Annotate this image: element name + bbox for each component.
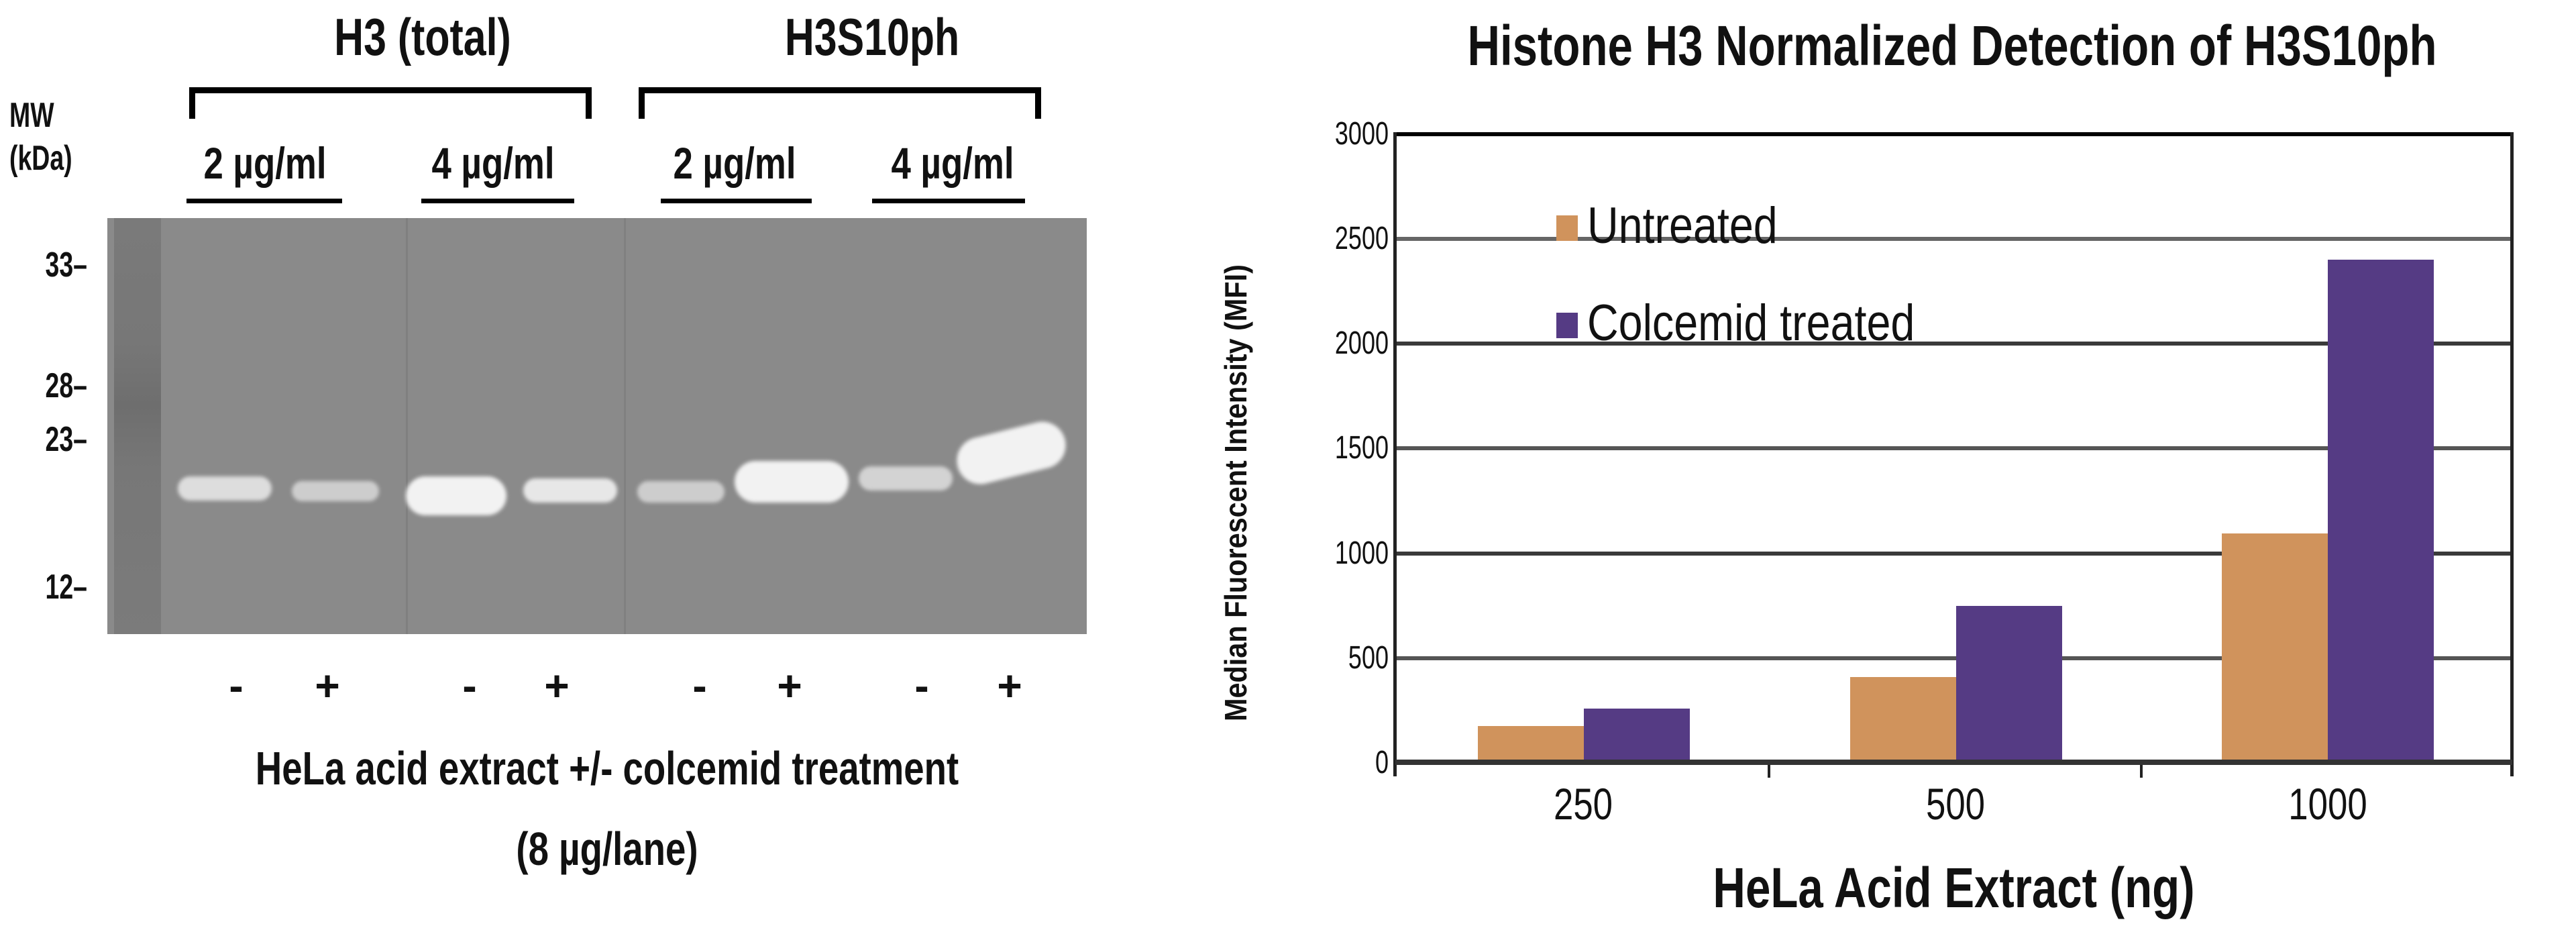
- x-tick-label: 250: [1553, 779, 1613, 829]
- legend-label: Untreated: [1587, 197, 1778, 254]
- mw-marker-label: 28: [45, 366, 74, 405]
- y-tick-label: 500: [1348, 640, 1389, 676]
- mw-marker-label: 12: [45, 568, 74, 607]
- bar-untreated-500: [1850, 677, 1956, 763]
- group-title-h3s10ph: H3S10ph: [784, 7, 960, 66]
- chart-title: Histone H3 Normalized Detection of H3S10…: [1467, 14, 2437, 77]
- bar-untreated-1000: [2222, 533, 2328, 763]
- mw-marker-33: 33–: [45, 246, 87, 285]
- gridline-1500: [1395, 446, 2512, 450]
- conc-underline: [661, 199, 812, 203]
- legend-swatch-colcemid: [1556, 313, 1578, 338]
- x-tick-mark: [1768, 763, 1770, 778]
- bar-colcemid-250: [1584, 709, 1690, 763]
- x-axis-line: [1395, 760, 2512, 765]
- group-title-h3-total: H3 (total): [334, 7, 511, 66]
- x-tick-label: 500: [1925, 779, 1986, 829]
- gel-caption-line1: HeLa acid extract +/- colcemid treatment: [255, 742, 959, 794]
- conc-label: 4 µg/ml: [891, 138, 1014, 188]
- bracket-h3s10ph: [639, 87, 1041, 119]
- conc-label: 2 µg/ml: [203, 138, 327, 188]
- mw-marker-label: 33: [45, 246, 74, 285]
- bar-colcemid-500: [1956, 606, 2062, 763]
- y-tick-label: 1000: [1334, 535, 1389, 571]
- legend-item-colcemid: Colcemid treated: [1556, 292, 1973, 359]
- bracket-h3-total: [189, 87, 592, 119]
- bar-colcemid-1000: [2328, 260, 2434, 763]
- y-tick-label: 2500: [1334, 221, 1389, 256]
- lane-sign: +: [777, 662, 802, 710]
- conc-underline: [421, 199, 574, 203]
- mw-ladder-lane: [114, 218, 161, 634]
- band-lane-7: [859, 466, 953, 491]
- y-tick-label: 3000: [1334, 116, 1389, 152]
- x-tick-label: 1000: [2288, 779, 2367, 829]
- lane-sign: -: [914, 662, 929, 710]
- conc-underline: [186, 199, 342, 203]
- gel-caption-line2: (8 µg/lane): [516, 823, 698, 875]
- conc-underline: [872, 199, 1025, 203]
- y-axis-line: [1393, 132, 1397, 776]
- mw-marker-23: 23–: [45, 420, 87, 459]
- x-axis-label: HeLa Acid Extract (ng): [1713, 856, 2195, 919]
- y-tick-label: 1500: [1334, 430, 1389, 466]
- lane-sign: -: [229, 662, 244, 710]
- legend: Untreated Colcemid treated: [1556, 195, 1973, 359]
- gridline-500: [1395, 656, 2512, 660]
- x-tick-mark: [2140, 763, 2143, 778]
- lane-sign: +: [997, 662, 1022, 710]
- legend-label: Colcemid treated: [1587, 294, 1915, 352]
- gridline-1000: [1395, 552, 2512, 556]
- legend-swatch-untreated: [1556, 215, 1578, 241]
- lane-sign: -: [462, 662, 477, 710]
- gel-seam: [406, 218, 408, 634]
- mw-label-line2: (kDa): [9, 139, 72, 178]
- lane-sign: -: [692, 662, 707, 710]
- y-axis-label: Median Fluorescent Intensity (MFI): [1218, 264, 1253, 721]
- mw-marker-28: 28–: [45, 366, 87, 405]
- gridline-2000: [1395, 342, 2512, 346]
- band-lane-3: [406, 476, 506, 515]
- legend-item-untreated: Untreated: [1556, 195, 1973, 262]
- band-lane-2: [292, 481, 379, 501]
- mw-marker-label: 23: [45, 420, 74, 459]
- gel-image: [107, 218, 1087, 634]
- band-lane-8: [951, 417, 1071, 489]
- lane-sign: +: [544, 662, 570, 710]
- gridline-3000: [1395, 132, 2512, 136]
- y-tick-label: 2000: [1334, 325, 1389, 361]
- lane-sign: +: [315, 662, 340, 710]
- band-lane-4: [523, 478, 617, 503]
- band-lane-6: [735, 461, 849, 503]
- plot-area: Untreated Colcemid treated: [1393, 132, 2514, 778]
- conc-label: 2 µg/ml: [673, 138, 796, 188]
- y-tick-label: 0: [1375, 745, 1389, 780]
- mw-marker-12: 12–: [45, 568, 87, 607]
- conc-label: 4 µg/ml: [431, 138, 555, 188]
- band-lane-1: [178, 476, 272, 501]
- band-lane-5: [637, 481, 724, 503]
- gridline-2500: [1395, 237, 2512, 241]
- mw-label-line1: MW: [9, 96, 54, 135]
- mw-label: MW (kDa): [9, 94, 72, 180]
- bar-untreated-250: [1478, 726, 1584, 763]
- right-border: [2510, 132, 2514, 776]
- gel-seam: [624, 218, 626, 634]
